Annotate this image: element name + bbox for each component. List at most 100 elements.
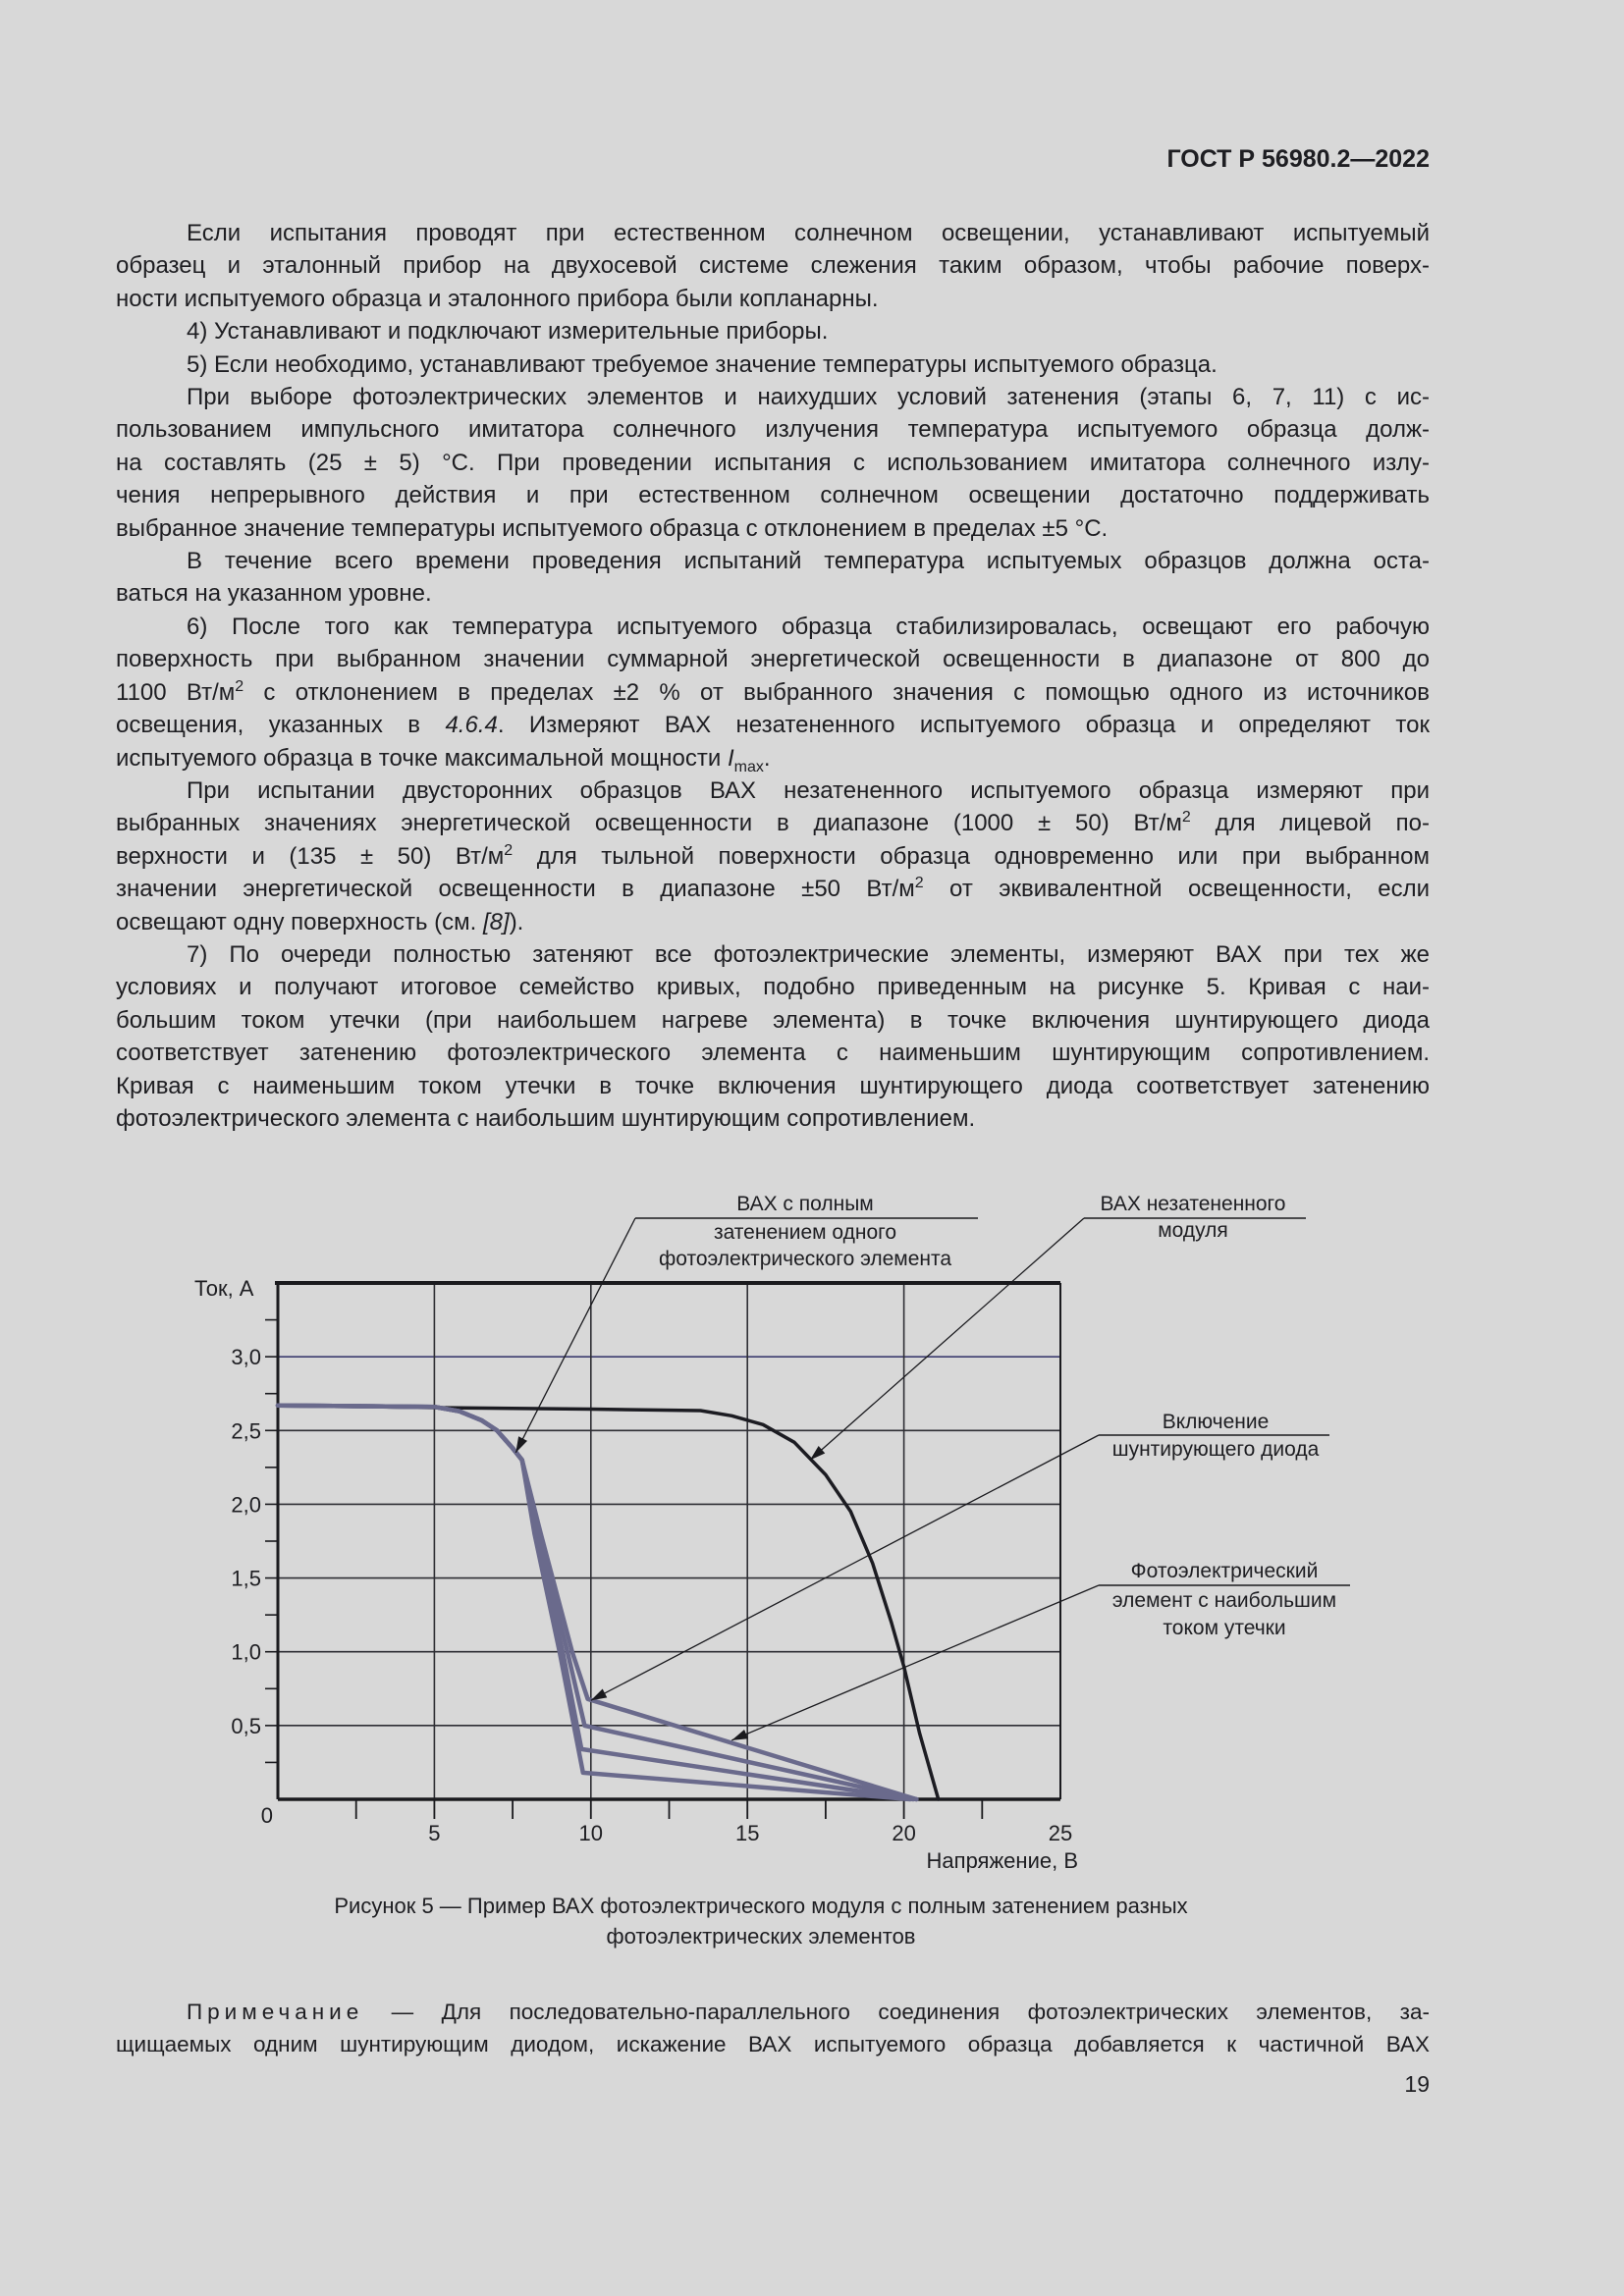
annotation-text: ВАХ незатененного	[1101, 1193, 1286, 1215]
text-line: ваться на указанном уровне.	[116, 577, 1430, 610]
text-segment: 7) По очереди полностью затеняют все фот…	[187, 940, 1430, 968]
document-header: ГОСТ Р 56980.2—2022	[1166, 145, 1430, 173]
text-line: При выборе фотоэлектрических элементов и…	[116, 381, 1430, 413]
text-line: 6) После того как температура испытуемог…	[116, 611, 1430, 643]
text-line: В течение всего времени проведения испыт…	[116, 545, 1430, 577]
annotation-text: Фотоэлектрический	[1131, 1560, 1319, 1582]
text-segment: пользованием импульсного имитатора солне…	[116, 416, 1430, 444]
superscript: 2	[235, 677, 244, 695]
series-shaded-curve	[275, 1403, 919, 1802]
note-text: — Для последовательно-параллельного соед…	[363, 2000, 1430, 2024]
annotation-text: ВАХ с полным	[736, 1193, 873, 1215]
annotation-text: затенением одного	[714, 1221, 896, 1244]
italic-text: I	[727, 744, 734, 772]
y-tick-label: 1,0	[231, 1640, 261, 1665]
text-segment: образец и эталонный прибор на двухосевой…	[116, 252, 1430, 280]
text-line: фотоэлектрического элемента с наибольшим…	[116, 1102, 1430, 1135]
text-segment: Кривая с наименьшим током утечки в точке…	[116, 1072, 1430, 1099]
note-label: Примечание	[187, 2000, 364, 2024]
x-tick-label: 25	[1049, 1821, 1072, 1845]
figure-caption: Рисунок 5 — Пример ВАХ фотоэлектрическог…	[196, 1891, 1326, 1951]
text-line: испытуемого образца в точке максимальной…	[116, 742, 1430, 775]
annotation-text: шунтирующего диода	[1112, 1438, 1320, 1461]
text-segment: испытуемого образца в точке максимальной…	[116, 744, 728, 772]
text-segment: значении энергетической освещенности в д…	[116, 876, 915, 903]
text-segment: освещения, указанных в	[116, 712, 446, 739]
text-segment: 6) После того как температура испытуемог…	[187, 613, 1430, 640]
superscript: 2	[504, 841, 514, 859]
x-tick-label: 15	[735, 1821, 759, 1845]
text-segment: для тыльной поверхности образца одноврем…	[513, 842, 1430, 870]
x-tick-label: 20	[892, 1821, 915, 1845]
series-shaded-curve	[275, 1403, 919, 1802]
arrowhead-icon	[515, 1436, 528, 1453]
y-tick-label: 2,0	[231, 1492, 261, 1517]
text-segment: выбранных значениях энергетической освещ…	[116, 810, 1182, 837]
text-line: соответствует затенению фотоэлектрическо…	[116, 1037, 1430, 1069]
subscript: max	[733, 758, 764, 775]
body-text: Если испытания проводят при естественном…	[116, 217, 1430, 1135]
caption-line: фотоэлектрических элементов	[606, 1924, 916, 1949]
text-segment: фотоэлектрического элемента с наибольшим…	[116, 1104, 976, 1132]
text-segment: При испытании двусторонних образцов ВАХ …	[187, 776, 1430, 804]
annotation-text: модуля	[1158, 1219, 1228, 1242]
text-line: значении энергетической освещенности в д…	[116, 873, 1430, 905]
text-segment: ности испытуемого образца и эталонного п…	[116, 285, 879, 312]
text-segment: выбранное значение температуры испытуемо…	[116, 514, 1109, 542]
text-segment: условиях и получают итоговое семейство к…	[116, 974, 1430, 1001]
text-line: поверхность при выбранном значении сумма…	[116, 643, 1430, 675]
annotation-text: элемент с наибольшим	[1112, 1589, 1336, 1612]
text-line: на составлять (25 ± 5) °C. При проведени…	[116, 447, 1430, 479]
caption-line: Рисунок 5 — Пример ВАХ фотоэлектрическог…	[334, 1894, 1188, 1918]
text-segment: 5) Если необходимо, устанавливают требуе…	[187, 350, 1218, 378]
superscript: 2	[914, 875, 924, 892]
text-line: 5) Если необходимо, устанавливают требуе…	[116, 348, 1430, 381]
text-segment: Если испытания проводят при естественном…	[187, 220, 1430, 246]
text-line: выбранных значениях энергетической освещ…	[116, 807, 1430, 839]
annotation-leader-line	[809, 1217, 1085, 1461]
superscript: 2	[1181, 809, 1191, 827]
text-line: освещают одну поверхность (см. [8]).	[116, 906, 1430, 938]
annotation-leader-line	[514, 1217, 636, 1454]
annotation-leader-line	[731, 1584, 1100, 1741]
note: Примечание — Для последовательно-паралле…	[116, 1996, 1430, 2060]
arrowhead-icon	[590, 1688, 608, 1701]
text-segment: чения непрерывного действия и при естест…	[116, 482, 1430, 509]
text-segment: 1100 Вт/м	[116, 678, 236, 706]
text-segment: на составлять (25 ± 5) °C. При проведени…	[116, 449, 1430, 476]
note-text: щищаемых одним шунтирующим диодом, искаж…	[116, 2032, 1430, 2056]
text-line: чения непрерывного действия и при естест…	[116, 479, 1430, 511]
text-line: Кривая с наименьшим током утечки в точке…	[116, 1070, 1430, 1102]
y-tick-label: 0,5	[231, 1714, 261, 1738]
text-line: освещения, указанных в 4.6.4. Измеряют В…	[116, 709, 1430, 741]
text-segment: поверхность при выбранном значении сумма…	[116, 646, 1430, 673]
page-number: 19	[1404, 2071, 1430, 2097]
series-shaded-curve	[275, 1403, 913, 1802]
text-line: образец и эталонный прибор на двухосевой…	[116, 249, 1430, 282]
text-line: пользованием импульсного имитатора солне…	[116, 413, 1430, 446]
text-line: 1100 Вт/м2 с отклонением в пределах ±2 %…	[116, 676, 1430, 709]
y-tick-label: 3,0	[231, 1345, 261, 1369]
y-tick-label: 2,5	[231, 1418, 261, 1443]
text-line: Если испытания проводят при естественном…	[116, 217, 1430, 249]
text-segment: с отклонением в пределах ±2 % от выбранн…	[244, 678, 1430, 706]
text-segment: 4) Устанавливают и подключают измеритель…	[187, 318, 829, 346]
text-line: большим током утечки (при наибольшем наг…	[116, 1004, 1430, 1037]
text-line: При испытании двусторонних образцов ВАХ …	[116, 774, 1430, 807]
text-line: выбранное значение температуры испытуемо…	[116, 512, 1430, 545]
text-line: верхности и (135 ± 50) Вт/м2 для тыльной…	[116, 840, 1430, 873]
text-line: 7) По очереди полностью затеняют все фот…	[116, 938, 1430, 971]
text-segment: В течение всего времени проведения испыт…	[187, 548, 1430, 575]
text-segment: от эквивалентной освещенности, если	[923, 876, 1431, 903]
italic-text: 4.6.4	[445, 712, 498, 739]
annotation-text: током утечки	[1163, 1617, 1285, 1639]
y-tick-label: 0	[261, 1803, 273, 1828]
arrowhead-icon	[731, 1730, 748, 1740]
x-axis-label: Напряжение, В	[927, 1848, 1078, 1873]
x-tick-label: 5	[428, 1821, 440, 1845]
x-tick-label: 10	[579, 1821, 603, 1845]
text-segment: верхности и (135 ± 50) Вт/м	[116, 842, 505, 870]
series-unshaded-curve	[276, 1403, 941, 1801]
text-segment: для лицевой по-	[1190, 810, 1430, 837]
text-segment: .	[763, 744, 771, 772]
